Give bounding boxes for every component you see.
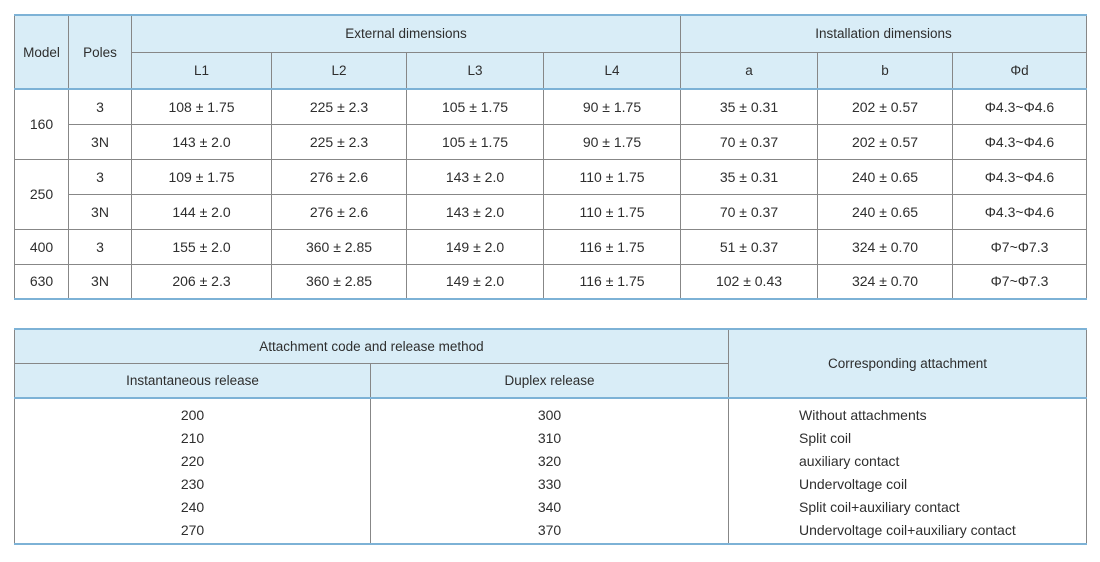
- l1-value: 206 ± 2.3: [131, 263, 272, 300]
- b-value: 202 ± 0.57: [817, 88, 953, 125]
- b-value: 324 ± 0.70: [817, 263, 953, 300]
- attachment-description: Split coil+auxiliary contact: [799, 499, 960, 515]
- a-value: 35 ± 0.31: [680, 158, 818, 195]
- phi-d-value: Φ4.3~Φ4.6: [952, 158, 1087, 195]
- phi-d-value: Φ7~Φ7.3: [952, 228, 1087, 265]
- l1-value: 143 ± 2.0: [131, 123, 272, 160]
- table-row: 250 3 109 ± 1.75 276 ± 2.6 143 ± 2.0 110…: [14, 158, 1087, 230]
- phi-d-value: Φ7~Φ7.3: [952, 263, 1087, 300]
- model-cell: 400: [14, 228, 69, 265]
- poles-cell: 3N: [68, 193, 132, 230]
- poles-cell: 3N: [68, 123, 132, 160]
- l2-value: 360 ± 2.85: [271, 228, 407, 265]
- code-value: 210: [180, 430, 205, 446]
- poles-cell: 3N: [68, 263, 132, 300]
- l4-value: 90 ± 1.75: [543, 123, 681, 160]
- code-value: 220: [180, 453, 205, 469]
- attachment-code-header: Attachment code and release method: [14, 328, 729, 364]
- table-row: 3N 143 ± 2.0 225 ± 2.3 105 ± 1.75 90 ± 1…: [15, 123, 1087, 160]
- b-value: 324 ± 0.70: [817, 228, 953, 265]
- l3-value: 143 ± 2.0: [406, 193, 544, 230]
- a-value: 70 ± 0.37: [680, 193, 818, 230]
- a-value: 35 ± 0.31: [680, 88, 818, 125]
- code-value: 340: [537, 499, 562, 515]
- a-value: 70 ± 0.37: [680, 123, 818, 160]
- instantaneous-codes-cell: 200 210 220 230 240 270: [14, 397, 371, 545]
- l1-value: 155 ± 2.0: [131, 228, 272, 265]
- model-cell: 630: [14, 263, 69, 300]
- l3-value: 105 ± 1.75: [406, 88, 544, 125]
- model-cell: 250: [14, 158, 69, 230]
- l1-value: 109 ± 1.75: [131, 158, 272, 195]
- b-value: 202 ± 0.57: [817, 123, 953, 160]
- spec-sheet: Model Poles External dimensions Installa…: [14, 14, 1087, 545]
- col-header-a: a: [680, 51, 818, 90]
- a-value: 51 ± 0.37: [680, 228, 818, 265]
- model-cell: 160: [14, 88, 69, 160]
- dimensions-table: Model Poles External dimensions Installa…: [14, 14, 1087, 300]
- table-row: 200 210 220 230 240 270 300 310 320 330 …: [14, 397, 1087, 545]
- duplex-codes-cell: 300 310 320 330 340 370: [370, 397, 729, 545]
- attachment-description: auxiliary contact: [799, 453, 900, 469]
- code-value: 320: [537, 453, 562, 469]
- code-value: 370: [537, 522, 562, 538]
- corresponding-attachment-header: Corresponding attachment: [728, 328, 1087, 399]
- phi-d-value: Φ4.3~Φ4.6: [952, 123, 1087, 160]
- col-header-l2: L2: [271, 51, 407, 90]
- l2-value: 276 ± 2.6: [271, 193, 407, 230]
- attachment-description: Without attachments: [799, 407, 927, 423]
- l2-value: 225 ± 2.3: [271, 88, 407, 125]
- code-value: 230: [180, 476, 205, 492]
- l3-value: 105 ± 1.75: [406, 123, 544, 160]
- model-header: Model: [14, 14, 69, 90]
- installation-dimensions-header: Installation dimensions: [680, 14, 1087, 53]
- instantaneous-release-header: Instantaneous release: [14, 362, 371, 399]
- l2-value: 276 ± 2.6: [271, 158, 407, 195]
- l4-value: 116 ± 1.75: [543, 228, 681, 265]
- col-header-phi-d: Φd: [952, 51, 1087, 90]
- l1-value: 144 ± 2.0: [131, 193, 272, 230]
- col-header-b: b: [817, 51, 953, 90]
- code-value: 270: [180, 522, 205, 538]
- duplex-release-header: Duplex release: [370, 362, 729, 399]
- l4-value: 116 ± 1.75: [543, 263, 681, 300]
- code-value: 310: [537, 430, 562, 446]
- poles-cell: 3: [68, 158, 132, 195]
- table-row: 3N 144 ± 2.0 276 ± 2.6 143 ± 2.0 110 ± 1…: [15, 193, 1087, 230]
- l3-value: 149 ± 2.0: [406, 228, 544, 265]
- poles-cell: 3: [68, 88, 132, 125]
- l2-value: 225 ± 2.3: [271, 123, 407, 160]
- l4-value: 110 ± 1.75: [543, 158, 681, 195]
- phi-d-value: Φ4.3~Φ4.6: [952, 193, 1087, 230]
- col-header-l3: L3: [406, 51, 544, 90]
- l4-value: 110 ± 1.75: [543, 193, 681, 230]
- b-value: 240 ± 0.65: [817, 193, 953, 230]
- attachment-description: Undervoltage coil+auxiliary contact: [799, 522, 1016, 538]
- l3-value: 143 ± 2.0: [406, 158, 544, 195]
- attachment-descriptions-cell: Without attachments Split coil auxiliary…: [728, 397, 1087, 545]
- table-row: 160 3 108 ± 1.75 225 ± 2.3 105 ± 1.75 90…: [14, 88, 1087, 160]
- poles-cell: 3: [68, 228, 132, 265]
- attachment-description: Undervoltage coil: [799, 476, 908, 492]
- col-header-l4: L4: [543, 51, 681, 90]
- code-value: 240: [180, 499, 205, 515]
- l2-value: 360 ± 2.85: [271, 263, 407, 300]
- code-value: 330: [537, 476, 562, 492]
- col-header-l1: L1: [131, 51, 272, 90]
- code-value: 200: [180, 407, 205, 423]
- poles-header: Poles: [68, 14, 132, 90]
- l3-value: 149 ± 2.0: [406, 263, 544, 300]
- table-row: 400 3 155 ± 2.0 360 ± 2.85 149 ± 2.0 116…: [14, 228, 1087, 265]
- attachment-table: Attachment code and release method Corre…: [14, 328, 1087, 545]
- external-dimensions-header: External dimensions: [131, 14, 681, 53]
- l4-value: 90 ± 1.75: [543, 88, 681, 125]
- b-value: 240 ± 0.65: [817, 158, 953, 195]
- code-value: 300: [537, 407, 562, 423]
- attachment-description: Split coil: [799, 430, 852, 446]
- phi-d-value: Φ4.3~Φ4.6: [952, 88, 1087, 125]
- a-value: 102 ± 0.43: [680, 263, 818, 300]
- l1-value: 108 ± 1.75: [131, 88, 272, 125]
- table-row: 630 3N 206 ± 2.3 360 ± 2.85 149 ± 2.0 11…: [14, 263, 1087, 300]
